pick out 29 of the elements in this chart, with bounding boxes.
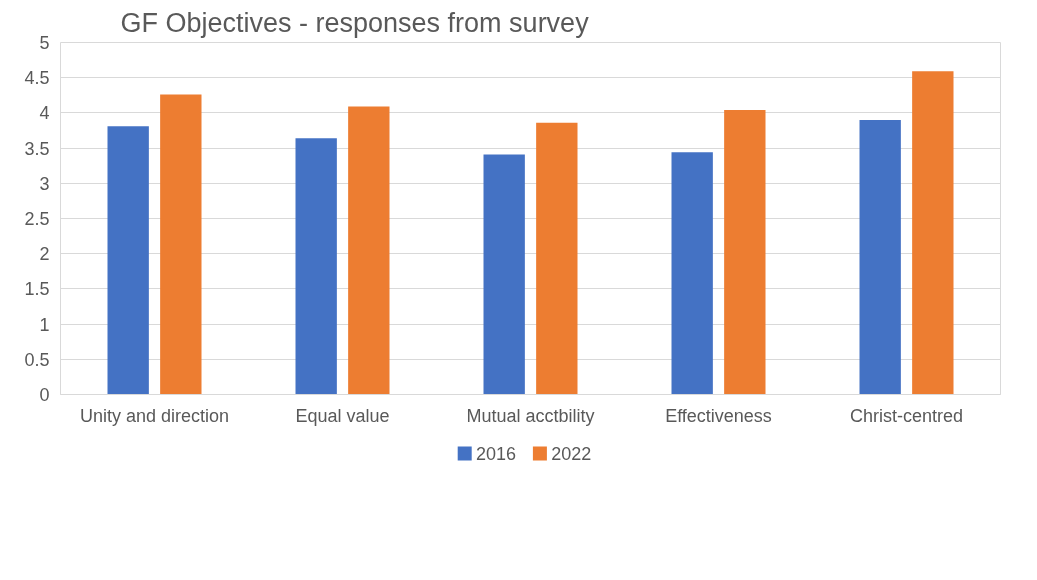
y-tick-label: 4.5: [24, 68, 50, 89]
x-tick-label: Unity and direction: [79, 405, 230, 426]
x-tick-label: Mutual acctbility: [466, 405, 595, 426]
bar: [295, 138, 337, 395]
bar: [160, 94, 202, 395]
bar: [724, 110, 766, 395]
bar: [107, 126, 149, 395]
y-tick-label: 5: [39, 33, 50, 53]
y-tick-label: 2: [39, 244, 50, 265]
y-tick-label: 1.5: [24, 279, 50, 300]
bar: [536, 122, 578, 395]
y-tick-label: 0: [39, 385, 50, 405]
bar: [671, 152, 713, 395]
x-tick-label: Equal value: [295, 405, 390, 426]
y-tick-label: 4: [39, 103, 50, 124]
legend-label: 2016: [475, 444, 517, 464]
bar: [348, 106, 390, 395]
legend-label: 2022: [551, 444, 592, 464]
bar: [912, 71, 954, 395]
y-tick-label: 3: [39, 173, 50, 194]
bar: [859, 119, 901, 395]
y-tick-label: 1: [39, 314, 50, 335]
chart-title: GF Objectives - responses from survey: [120, 7, 590, 38]
x-tick-label: Christ-centred: [849, 405, 964, 426]
y-tick-label: 3.5: [24, 138, 50, 159]
y-tick-label: 2.5: [24, 209, 50, 229]
y-tick-label: 0.5: [24, 349, 50, 370]
x-tick-label: Effectiveness: [665, 405, 772, 426]
bar: [483, 154, 525, 395]
